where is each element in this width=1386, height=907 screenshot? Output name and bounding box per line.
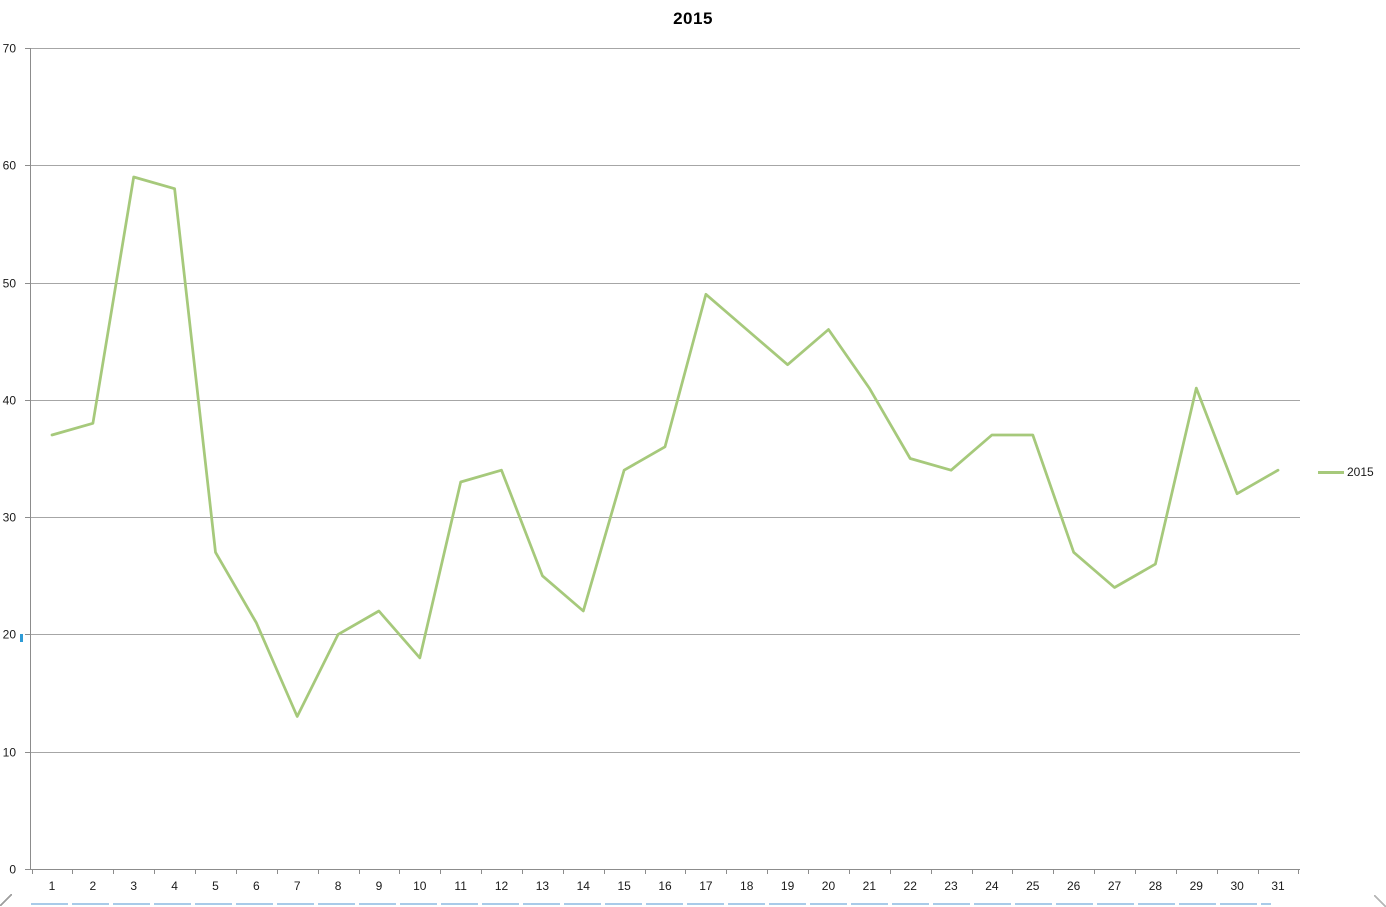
x-axis-label: 15 [617, 879, 631, 893]
y-axis-label: 50 [3, 277, 17, 291]
x-axis-label: 1 [49, 879, 56, 893]
x-axis-label: 25 [1026, 879, 1040, 893]
worksheet-corner-mark-right [1374, 895, 1386, 907]
legend[interactable]: 2015 [1318, 465, 1374, 479]
x-axis-label: 12 [495, 879, 509, 893]
x-axis-label: 24 [985, 879, 999, 893]
x-axis-label: 7 [294, 879, 301, 893]
x-axis-label: 13 [536, 879, 550, 893]
x-axis-label: 4 [171, 879, 178, 893]
x-axis-label: 14 [577, 879, 591, 893]
worksheet-corner-mark-left [0, 894, 12, 906]
y-axis-label: 40 [3, 394, 17, 408]
worksheet-selection-edge-strip [31, 903, 1271, 905]
x-axis-label: 8 [335, 879, 342, 893]
x-axis-label: 10 [413, 879, 427, 893]
chart-title: 2015 [673, 9, 713, 28]
y-axis-label: 30 [3, 511, 17, 525]
y-axis-label: 60 [3, 159, 17, 173]
series-line-2015 [50, 175, 1280, 718]
x-axis-label: 22 [904, 879, 918, 893]
y-axis-label: 0 [9, 863, 16, 877]
x-axis-label: 3 [130, 879, 137, 893]
x-axis-label: 2 [90, 879, 97, 893]
x-axis-label: 9 [376, 879, 383, 893]
y-axis-label: 20 [3, 628, 17, 642]
x-axis-label: 27 [1108, 879, 1122, 893]
x-axis-label: 17 [699, 879, 713, 893]
x-axis-label: 11 [454, 879, 467, 893]
x-axis-label: 18 [740, 879, 754, 893]
x-axis-label: 21 [863, 879, 877, 893]
x-axis-label: 23 [944, 879, 958, 893]
x-axis-label: 6 [253, 879, 260, 893]
x-axis-label: 30 [1230, 879, 1244, 893]
legend-label: 2015 [1347, 465, 1374, 479]
x-axis-label: 5 [212, 879, 219, 893]
y-axis-label: 10 [3, 746, 17, 760]
worksheet-selection-artifact [20, 634, 23, 642]
legend-line-swatch [1318, 470, 1344, 474]
x-axis-label: 29 [1190, 879, 1204, 893]
x-axis-label: 20 [822, 879, 836, 893]
x-axis-label: 31 [1271, 879, 1285, 893]
y-axis-label: 70 [3, 42, 17, 56]
x-axis-label: 26 [1067, 879, 1081, 893]
x-axis-label: 19 [781, 879, 795, 893]
x-axis-label: 28 [1149, 879, 1163, 893]
x-axis-label: 16 [658, 879, 672, 893]
